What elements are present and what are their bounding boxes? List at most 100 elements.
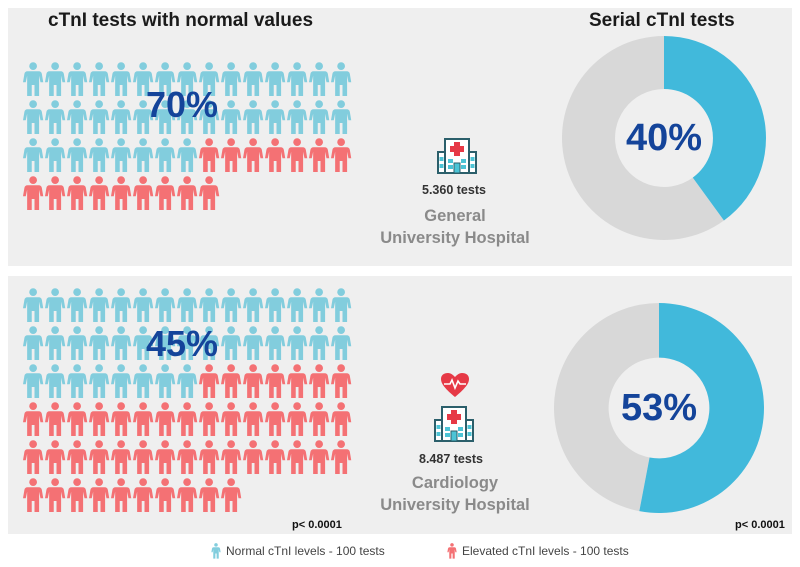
general-serial-donut: 40%	[562, 36, 766, 240]
person-elevated-icon	[309, 364, 330, 399]
person-elevated-icon	[287, 364, 308, 399]
person-elevated-icon	[67, 402, 88, 437]
person-normal-icon	[177, 364, 198, 399]
person-elevated-icon	[199, 176, 220, 211]
person-normal-icon	[243, 326, 264, 361]
person-normal-icon	[199, 326, 220, 361]
person-elevated-icon	[133, 478, 154, 513]
person-normal-icon	[155, 138, 176, 173]
person-elevated-icon	[155, 402, 176, 437]
cardiology-hospital-name: Cardiology University Hospital	[350, 472, 560, 516]
person-normal-icon	[133, 288, 154, 323]
person-normal-icon	[287, 62, 308, 97]
general-pictograph	[23, 62, 352, 211]
person-elevated-icon	[23, 402, 44, 437]
person-normal-icon	[133, 364, 154, 399]
person-elevated-icon	[23, 478, 44, 513]
person-normal-icon	[133, 100, 154, 135]
person-elevated-icon	[243, 138, 264, 173]
person-normal-icon	[89, 138, 110, 173]
person-normal-icon	[67, 62, 88, 97]
person-elevated-icon	[221, 478, 242, 513]
person-normal-icon	[287, 326, 308, 361]
person-elevated-icon	[67, 440, 88, 475]
person-normal-icon	[133, 62, 154, 97]
person-elevated-icon	[155, 176, 176, 211]
person-elevated-icon	[155, 440, 176, 475]
person-normal-icon	[45, 62, 66, 97]
person-elevated-icon	[67, 478, 88, 513]
person-elevated-icon	[133, 176, 154, 211]
person-elevated-icon	[331, 138, 352, 173]
person-normal-icon	[67, 138, 88, 173]
person-normal-icon	[89, 364, 110, 399]
person-elevated-icon	[45, 478, 66, 513]
person-normal-icon	[221, 326, 242, 361]
person-elevated-icon	[111, 402, 132, 437]
person-elevated-icon	[199, 440, 220, 475]
person-elevated-icon	[287, 138, 308, 173]
person-normal-icon	[177, 62, 198, 97]
person-elevated-icon	[199, 478, 220, 513]
person-normal-icon	[23, 100, 44, 135]
person-elevated-icon	[111, 440, 132, 475]
person-normal-icon	[111, 62, 132, 97]
person-normal-icon	[331, 288, 352, 323]
person-normal-icon	[177, 288, 198, 323]
person-normal-icon	[155, 62, 176, 97]
person-normal-icon	[23, 288, 44, 323]
donut-percent-label: 53%	[621, 387, 697, 429]
person-elevated-icon	[133, 440, 154, 475]
person-normal-icon	[199, 62, 220, 97]
person-elevated-icon	[199, 138, 220, 173]
person-normal-icon	[111, 138, 132, 173]
person-elevated-icon	[177, 176, 198, 211]
person-elevated-icon	[221, 440, 242, 475]
legend-elevated: Elevated cTnI levels - 100 tests	[447, 543, 629, 559]
hospital-icon	[437, 138, 477, 174]
person-normal-icon	[23, 138, 44, 173]
person-normal-icon	[67, 326, 88, 361]
person-normal-icon	[331, 62, 352, 97]
person-normal-icon	[265, 62, 286, 97]
person-elevated-icon	[243, 440, 264, 475]
person-normal-icon	[199, 288, 220, 323]
hospital-name-line2: University Hospital	[380, 229, 530, 247]
person-elevated-icon	[177, 402, 198, 437]
person-elevated-icon	[45, 440, 66, 475]
person-normal-icon	[133, 326, 154, 361]
person-elevated-icon	[331, 364, 352, 399]
person-normal-icon	[111, 288, 132, 323]
person-normal-icon	[177, 100, 198, 135]
person-normal-icon	[265, 100, 286, 135]
cardiology-serial-donut: 53%	[554, 303, 764, 513]
heart-icon	[441, 373, 469, 397]
legend-normal: Normal cTnI levels - 100 tests	[211, 543, 385, 559]
person-elevated-icon	[177, 440, 198, 475]
person-normal-icon	[221, 288, 242, 323]
person-normal-icon	[155, 288, 176, 323]
hospital-name-line2: University Hospital	[380, 496, 530, 514]
left-chart-title: cTnI tests with normal values	[48, 10, 314, 31]
person-elevated-icon	[89, 176, 110, 211]
person-elevated-icon	[221, 364, 242, 399]
cardiology-pictograph	[23, 288, 352, 513]
person-normal-icon	[89, 62, 110, 97]
hospital-name-line1: Cardiology	[411, 474, 499, 492]
person-normal-icon	[177, 326, 198, 361]
person-normal-icon	[23, 326, 44, 361]
person-normal-icon	[309, 62, 330, 97]
person-normal-icon	[211, 543, 221, 559]
hospital-name-line1: General	[424, 207, 486, 225]
person-elevated-icon	[265, 138, 286, 173]
person-normal-icon	[89, 100, 110, 135]
person-elevated-icon	[23, 440, 44, 475]
person-elevated-icon	[287, 440, 308, 475]
person-normal-icon	[243, 62, 264, 97]
person-elevated-icon	[45, 176, 66, 211]
person-elevated-icon	[265, 440, 286, 475]
person-elevated-icon	[309, 440, 330, 475]
person-elevated-icon	[309, 402, 330, 437]
person-normal-icon	[111, 100, 132, 135]
person-normal-icon	[199, 100, 220, 135]
